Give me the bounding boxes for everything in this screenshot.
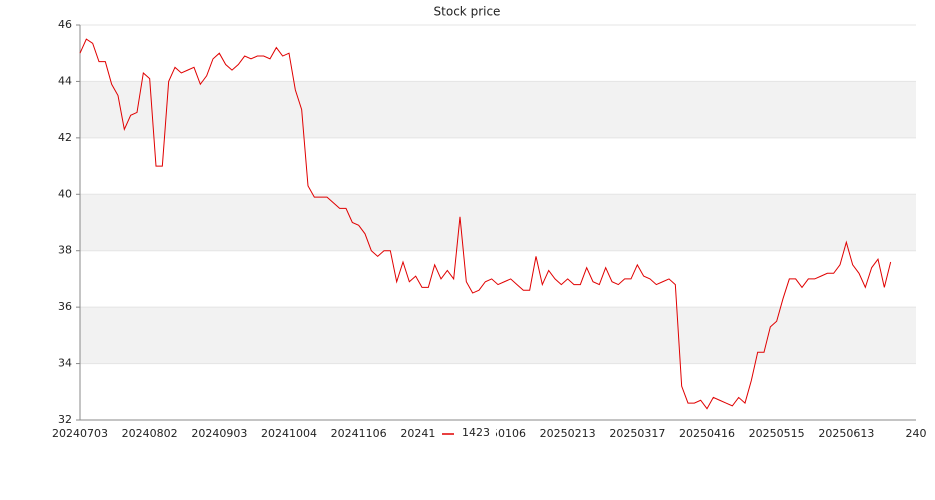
x-tick-label: 20250213 xyxy=(540,427,596,440)
x-tick-label: 20250416 xyxy=(679,427,735,440)
x-tick-label: 20250317 xyxy=(609,427,665,440)
x-tick-label: 20240903 xyxy=(191,427,247,440)
x-tick-label: 20241004 xyxy=(261,427,317,440)
legend-box xyxy=(436,424,496,442)
legend-label: 1423 xyxy=(462,426,490,439)
grid-band xyxy=(80,81,916,138)
x-tick-label: 20240703 xyxy=(52,427,108,440)
grid-band xyxy=(80,194,916,251)
y-tick-label: 46 xyxy=(58,18,72,31)
x-tick-label: 20241106 xyxy=(331,427,387,440)
x-tick-label: 20250613 xyxy=(818,427,874,440)
y-tick-label: 40 xyxy=(58,187,72,200)
x-tick-label: 20250515 xyxy=(749,427,805,440)
x-tick-label: 20240802 xyxy=(122,427,178,440)
y-tick-label: 38 xyxy=(58,244,72,257)
line-series xyxy=(79,38,892,410)
x-tick-label: 240 xyxy=(906,427,927,440)
y-tick-label: 34 xyxy=(58,357,72,370)
y-tick-label: 42 xyxy=(58,131,72,144)
y-tick-label: 44 xyxy=(58,74,72,87)
y-tick-label: 36 xyxy=(58,300,72,313)
grid-band xyxy=(80,307,916,364)
y-tick-label: 32 xyxy=(58,413,72,426)
chart-title: Stock price xyxy=(434,5,501,19)
